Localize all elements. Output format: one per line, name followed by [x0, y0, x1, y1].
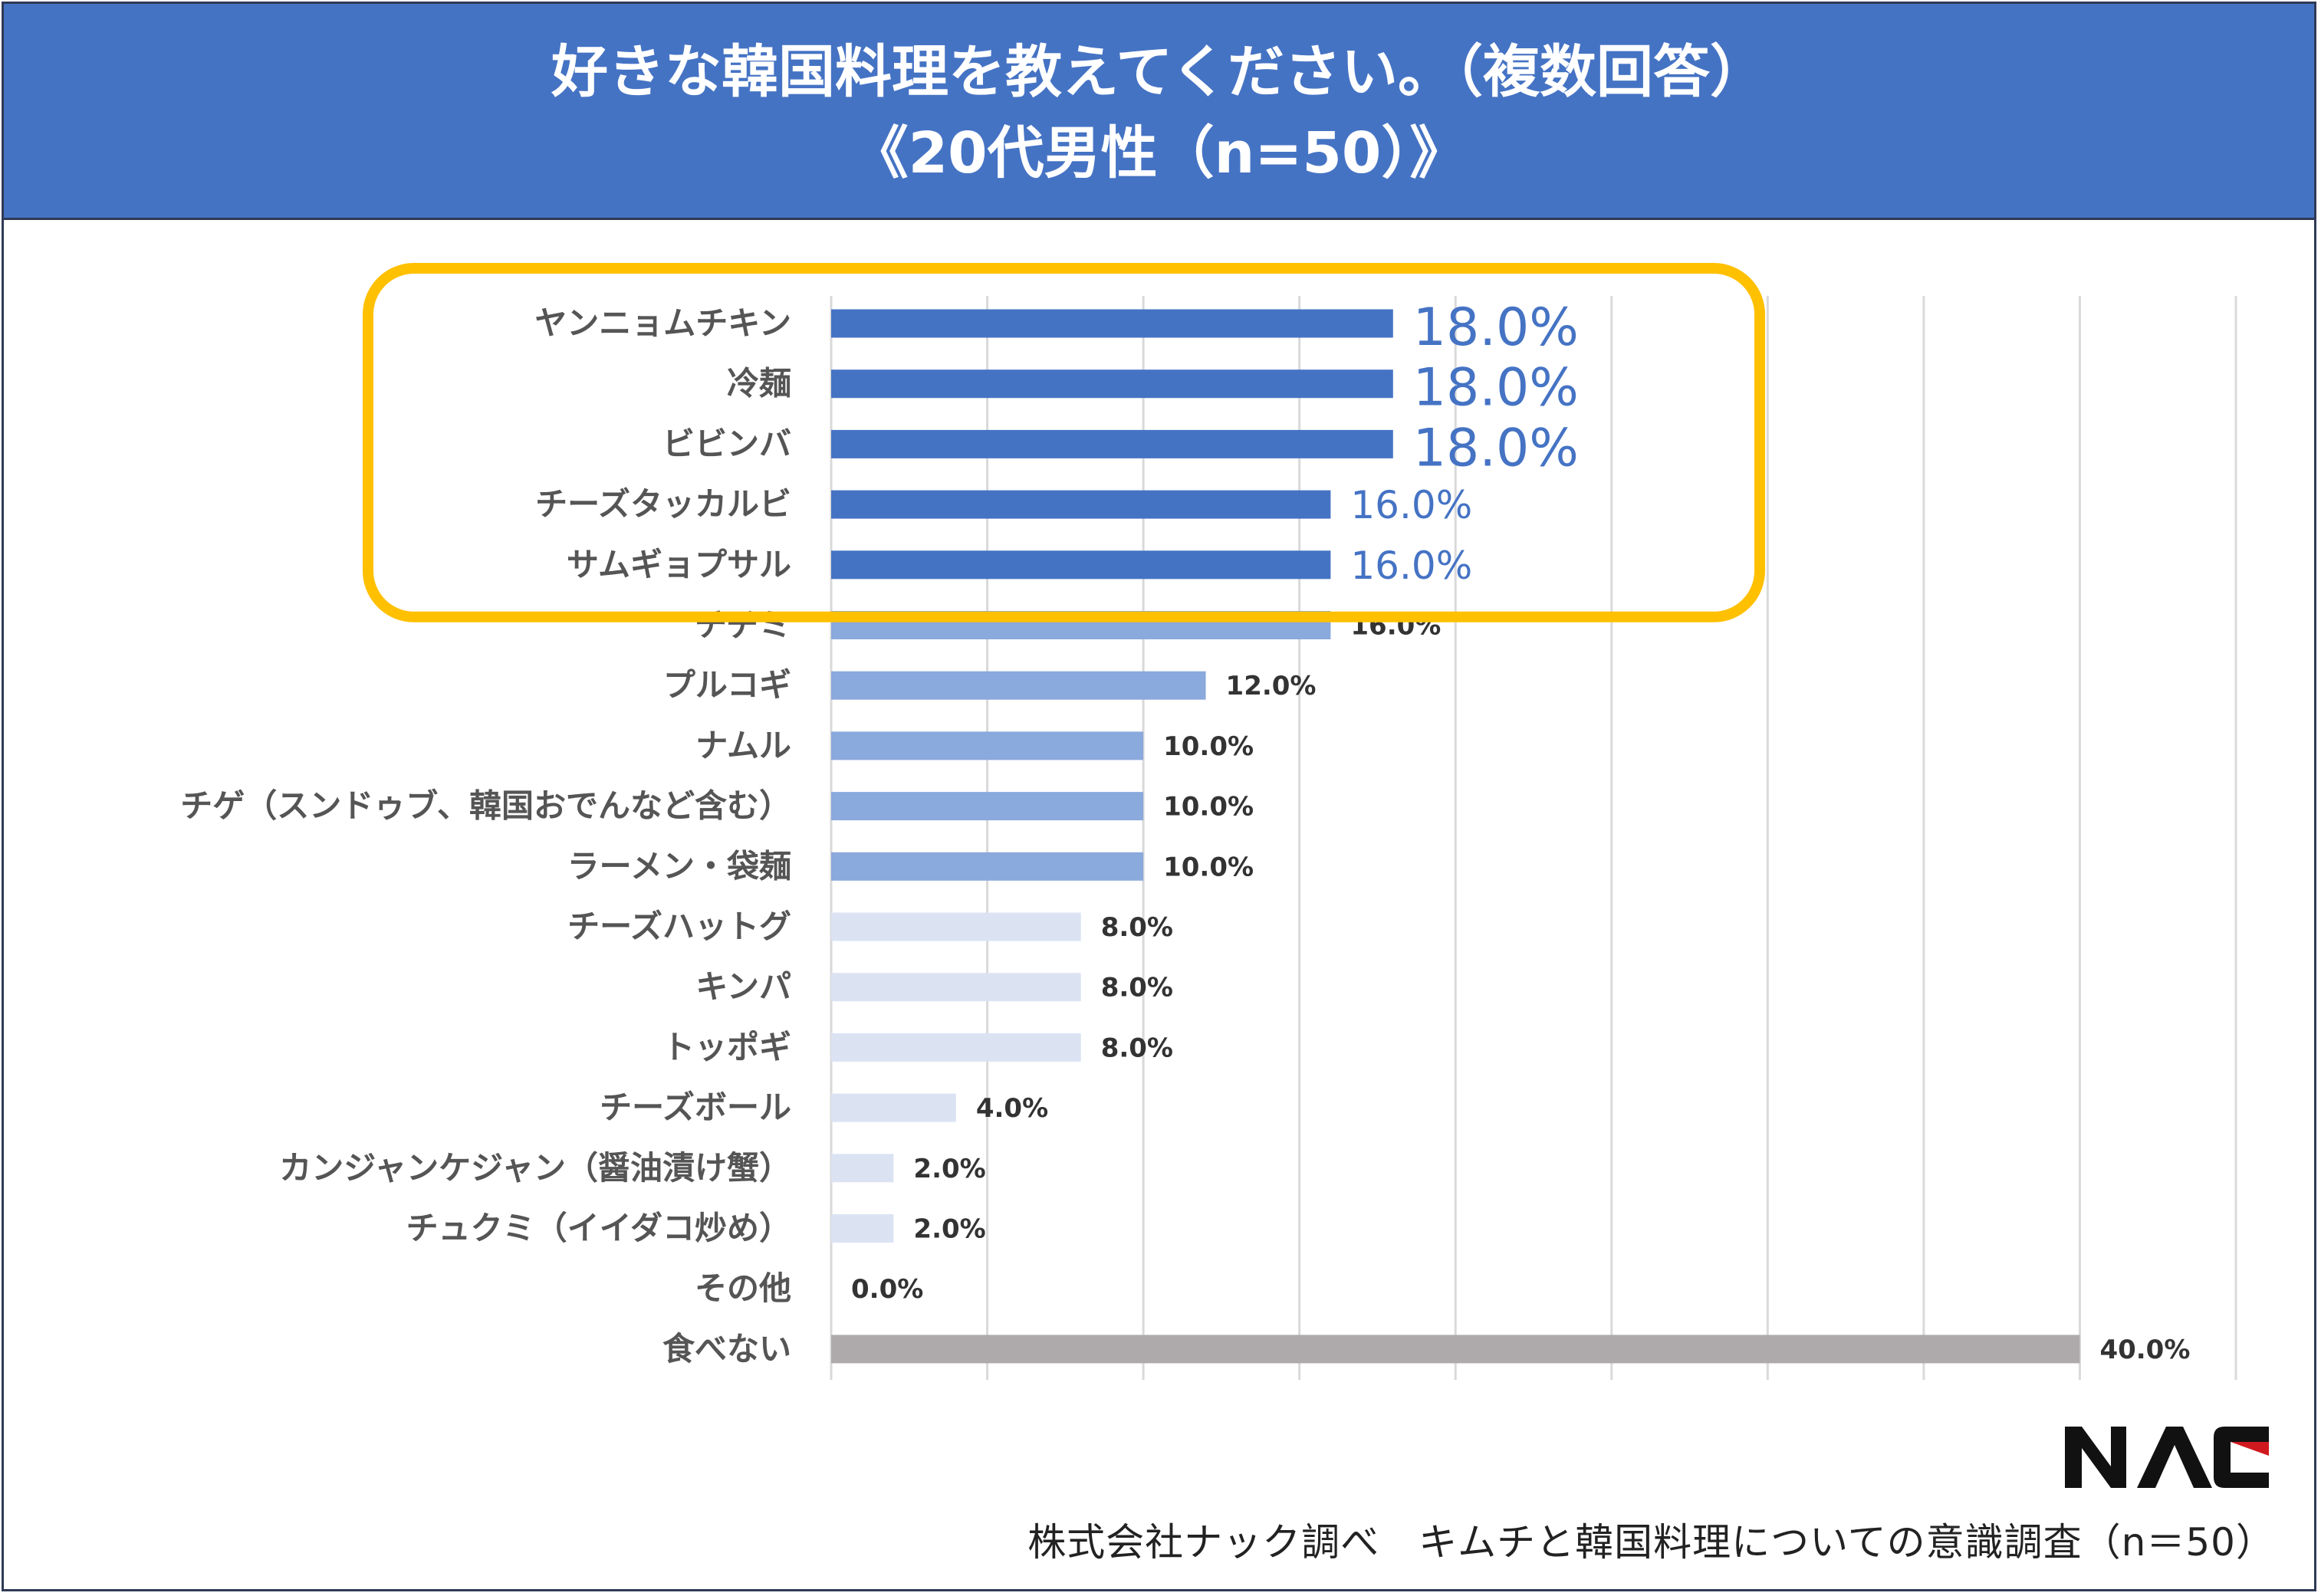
category-label: サムギョプサル — [567, 546, 791, 583]
bar — [831, 429, 1393, 458]
value-label: 0.0% — [851, 1274, 923, 1305]
category-label: その他 — [695, 1269, 791, 1307]
value-label: 10.0% — [1163, 731, 1254, 762]
category-label: 食べない — [662, 1330, 791, 1368]
bar — [831, 1033, 1081, 1062]
value-label: 18.0% — [1413, 358, 1579, 419]
category-label: プルコギ — [663, 666, 791, 704]
gridlines — [830, 296, 2237, 1380]
source-note: 株式会社ナック調べ キムチと韓国料理についての意識調査（n＝50） — [1027, 1520, 2275, 1565]
value-label: 18.0% — [1413, 418, 1579, 478]
category-label: ナムル — [695, 727, 791, 764]
chart-subtitle: 《20代男性（n=50）》 — [851, 120, 1467, 186]
bar — [831, 852, 1144, 881]
bar — [831, 369, 1393, 399]
bar — [831, 792, 1144, 821]
category-label: キンパ — [695, 968, 791, 1006]
highlight-box — [363, 263, 1765, 622]
company-logo — [2065, 1427, 2269, 1488]
category-label: チーズボール — [600, 1089, 791, 1126]
value-label: 10.0% — [1163, 792, 1254, 823]
bar — [831, 550, 1331, 580]
value-labels: 18.0%18.0%18.0%16.0%16.0%16.0%12.0%10.0%… — [851, 297, 2190, 1365]
bar — [831, 671, 1206, 700]
category-label: ラーメン・袋麺 — [567, 847, 791, 885]
bar — [831, 1214, 894, 1243]
bar — [831, 731, 1144, 760]
value-label: 12.0% — [1226, 671, 1317, 701]
bar — [831, 1093, 956, 1122]
value-label: 4.0% — [976, 1093, 1048, 1124]
value-label: 2.0% — [913, 1214, 985, 1245]
category-label: トッポギ — [662, 1028, 791, 1066]
category-label: ビビンバ — [662, 425, 791, 462]
category-label: チーズハットグ — [567, 908, 791, 945]
category-label: ヤンニョムチキン — [534, 304, 791, 342]
bar — [831, 309, 1393, 338]
bar — [831, 1154, 894, 1183]
value-label: 8.0% — [1101, 912, 1173, 943]
value-label: 16.0% — [1350, 543, 1472, 588]
value-label: 18.0% — [1413, 297, 1579, 358]
bar — [831, 490, 1331, 519]
category-labels: ヤンニョムチキン冷麺ビビンバチーズタッカルビサムギョプサルチヂミプルコギナムルチ… — [180, 304, 791, 1368]
bar — [831, 1335, 2080, 1364]
value-label: 8.0% — [1101, 973, 1173, 1003]
category-label: カンジャンケジャン（醤油漬け蟹） — [279, 1149, 791, 1187]
category-label: 冷麺 — [727, 365, 791, 402]
bar — [831, 973, 1081, 1002]
chart-header: 好きな韓国料理を教えてください。（複数回答） 《20代男性（n=50）》 — [4, 4, 2314, 220]
value-label: 10.0% — [1163, 852, 1254, 882]
chart-title: 好きな韓国料理を教えてください。（複数回答） — [551, 39, 1767, 105]
value-label: 8.0% — [1101, 1033, 1173, 1063]
bar — [831, 912, 1081, 941]
category-label: チーズタッカルビ — [535, 485, 791, 523]
value-label: 40.0% — [2099, 1335, 2190, 1365]
value-label: 16.0% — [1350, 483, 1472, 527]
category-label: チゲ（スンドゥブ、韓国おでんなど含む） — [180, 787, 791, 825]
value-label: 2.0% — [913, 1154, 985, 1184]
category-label: チュクミ（イイダコ炒め） — [406, 1210, 791, 1247]
